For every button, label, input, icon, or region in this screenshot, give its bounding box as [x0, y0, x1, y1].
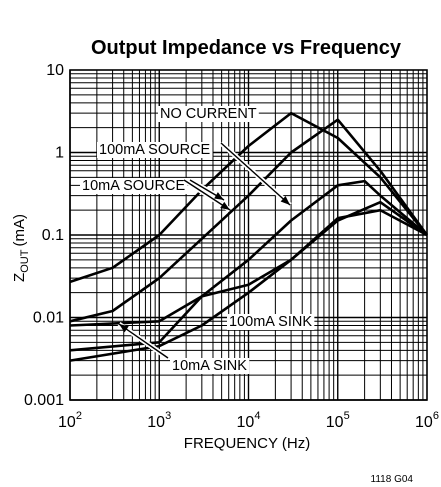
grid-lines: [69, 70, 427, 401]
arrow-100ma-source: [219, 141, 292, 207]
y-axis-label-unit: (mA): [11, 214, 28, 247]
svg-text:ZOUT(mA): ZOUT (mA): [11, 214, 31, 282]
figure-code: 1118 G04: [371, 474, 414, 485]
annotation-100ma-source: 100mA SOURCE: [99, 142, 211, 158]
x-tick-label: 103: [147, 410, 171, 431]
y-axis-label: ZOUT (mA): [11, 214, 31, 282]
annotation-arrows: [117, 141, 292, 361]
annotation-background: [158, 106, 259, 122]
y-axis-label-sub: OUT: [19, 249, 31, 273]
annotation-10ma-source: 10mA SOURCE: [82, 178, 185, 194]
arrow-10ma-source-b: [188, 177, 226, 203]
x-tick-label: 104: [237, 410, 261, 431]
x-tick-labels: 102 103 104 105 106: [58, 410, 439, 431]
series-line-10ma-sink: [69, 208, 428, 362]
y-tick-label: 0.001: [24, 392, 64, 409]
y-axis-label-main: Z: [11, 273, 28, 282]
y-tick-label: 10: [46, 62, 64, 79]
y-tick-label: 1: [55, 145, 64, 162]
x-tick-label: 102: [58, 410, 82, 431]
annotation-no-current: NO CURRENT: [160, 106, 257, 122]
x-axis-label: FREQUENCY (Hz): [184, 435, 310, 452]
annotation-background: [227, 314, 315, 330]
annotation-10ma-sink: 10mA SINK: [172, 358, 247, 374]
x-tick-label: 106: [415, 410, 439, 431]
chart-title: Output Impedance vs Frequency: [91, 37, 402, 59]
series-lines: [69, 111, 429, 362]
series-line-100ma-source: [69, 118, 429, 323]
series-line-10ma-source: [69, 179, 428, 327]
y-tick-labels: 10 1 0.1 0.01 0.001: [24, 62, 64, 409]
y-tick-label: 0.01: [33, 310, 64, 327]
annotation-background: [80, 178, 188, 194]
annotation-background: [170, 358, 250, 374]
series-line-no-current: [69, 111, 429, 284]
x-tick-label: 105: [326, 410, 350, 431]
y-tick-label: 0.1: [42, 227, 64, 244]
annotation-100ma-sink: 100mA SINK: [229, 314, 312, 330]
annotation-background: [97, 142, 213, 158]
annotations: NO CURRENT 100mA SOURCE 10mA SOURCE 100m…: [80, 106, 315, 374]
arrow-10ma-source-a: [182, 177, 232, 213]
series-line-100ma-sink: [69, 200, 428, 352]
arrow-10ma-sink: [117, 321, 170, 361]
